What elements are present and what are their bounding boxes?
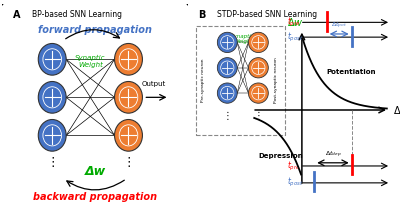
Circle shape [38,81,66,113]
Text: Synaptic
Weight: Synaptic Weight [231,34,255,44]
Text: ⋮: ⋮ [46,156,58,169]
Text: Post-synaptic neuron: Post-synaptic neuron [274,58,278,103]
Text: Synaptic
Weight: Synaptic Weight [75,55,106,68]
Text: $\Delta t_{dep}$: $\Delta t_{dep}$ [324,149,341,160]
Text: $\Delta t$: $\Delta t$ [393,104,400,116]
Text: forward propagation: forward propagation [38,25,152,35]
Circle shape [248,58,268,78]
FancyBboxPatch shape [0,2,190,220]
Circle shape [38,119,66,151]
Circle shape [248,83,268,103]
Text: $\Delta t_{pot}$: $\Delta t_{pot}$ [331,21,347,31]
Circle shape [114,119,142,151]
Text: ⋮: ⋮ [254,111,263,121]
Text: Pre-synaptic neuron: Pre-synaptic neuron [202,59,206,102]
Text: $t_{pre}$: $t_{pre}$ [287,16,301,29]
Text: B: B [198,10,206,20]
Text: ⋮: ⋮ [222,111,232,121]
Text: backward propagation: backward propagation [33,192,157,202]
Circle shape [38,44,66,75]
Text: $t_{post}$: $t_{post}$ [287,31,304,44]
Circle shape [217,58,237,78]
Circle shape [114,81,142,113]
Circle shape [114,44,142,75]
Circle shape [217,32,237,53]
Text: Potentiation: Potentiation [327,69,376,75]
Text: Depression: Depression [259,154,304,160]
Text: $\Delta w$: $\Delta w$ [287,16,304,28]
Circle shape [217,83,237,103]
Text: Δw: Δw [84,165,106,178]
Text: Output: Output [142,81,166,87]
Text: A: A [13,10,21,20]
Text: ⋮: ⋮ [122,156,135,169]
Text: $t_{pre}$: $t_{pre}$ [287,160,301,172]
FancyBboxPatch shape [184,2,400,220]
Circle shape [248,32,268,53]
Text: STDP-based SNN Learning: STDP-based SNN Learning [217,10,317,19]
Text: $t_{post}$: $t_{post}$ [287,176,304,189]
Text: BP-based SNN Learning: BP-based SNN Learning [32,10,122,19]
FancyBboxPatch shape [196,26,285,135]
